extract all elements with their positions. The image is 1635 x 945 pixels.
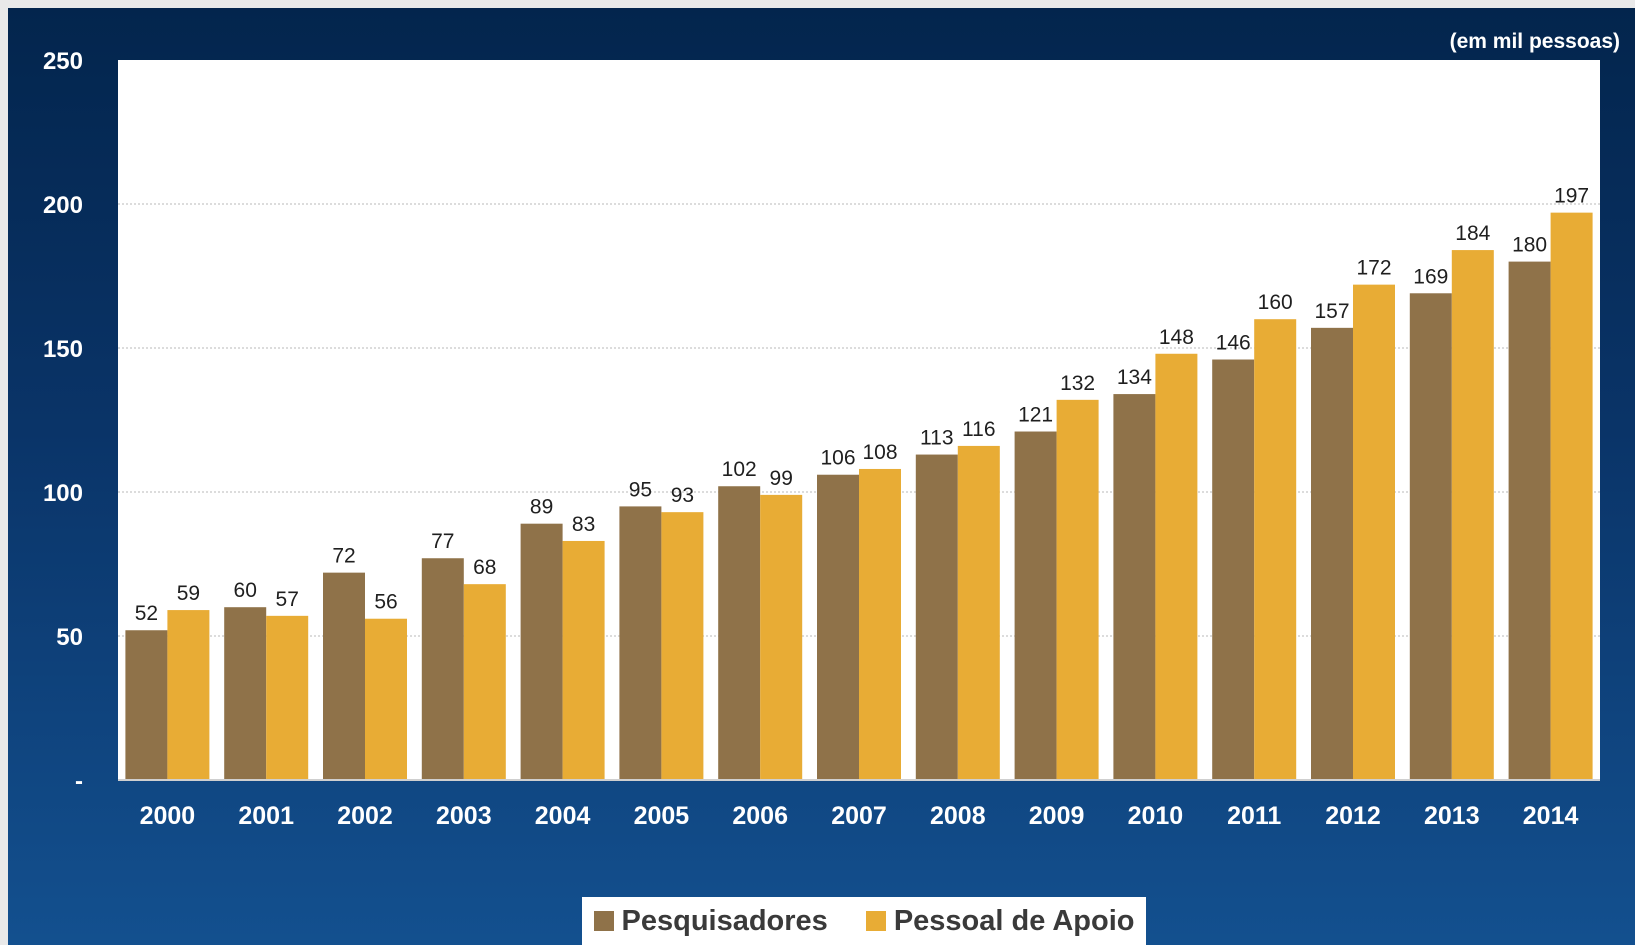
bar-pessoal-de-apoio-2008 (957, 445, 1000, 780)
x-tick-label-2003: 2003 (436, 802, 492, 830)
data-label-pesquisadores-2012: 157 (1314, 300, 1349, 323)
data-label-pesquisadores-2001: 60 (234, 579, 257, 602)
bar-pesquisadores-2011 (1212, 359, 1255, 780)
bar-pessoal-de-apoio-2012 (1353, 284, 1395, 780)
bar-pessoal-de-apoio-2001 (266, 615, 309, 780)
bar-pessoal-de-apoio-2007 (859, 468, 901, 780)
data-label-pessoal-de-apoio-2003: 68 (473, 556, 496, 579)
data-label-pessoal-de-apoio-2014: 197 (1554, 185, 1589, 208)
x-tick-label-2014: 2014 (1523, 802, 1579, 830)
x-axis-ticks: 2000 2001 2002 2003 2004 2005 2006 2007 2008 2009… (140, 802, 1579, 830)
data-label-pesquisadores-2009: 121 (1018, 404, 1053, 427)
chart-frame: - 50 100 150 200 250 52 59 60 57 72 56 77 68 89 83 95 93… (8, 8, 1635, 945)
y-tick-label-0: - (75, 768, 83, 795)
bar-chart: - 50 100 150 200 250 52 59 60 57 72 56 77 68 89 83 95 93… (43, 30, 1620, 830)
y-tick-label-100: 100 (43, 480, 83, 507)
y-tick-label-200: 200 (43, 192, 83, 219)
legend-item-pessoal-de-apoio: Pessoal de Apoio (865, 904, 1135, 938)
bar-pesquisadores-2004 (520, 523, 563, 780)
x-tick-label-2004: 2004 (535, 802, 591, 830)
data-label-pesquisadores-2007: 106 (820, 447, 855, 470)
data-label-pesquisadores-2013: 169 (1413, 265, 1448, 288)
bar-pesquisadores-2006 (718, 486, 761, 780)
legend: Pesquisadores Pessoal de Apoio (582, 897, 1146, 945)
data-labels: 52 59 60 57 72 56 77 68 89 83 95 93 102 99 106 108 113 11… (135, 185, 1589, 626)
data-label-pesquisadores-2002: 72 (332, 545, 355, 568)
legend-label-pesquisadores: Pesquisadores (621, 904, 828, 937)
bar-pessoal-de-apoio-2000 (167, 610, 210, 780)
data-label-pesquisadores-2004: 89 (530, 496, 553, 519)
bar-pesquisadores-2010 (1113, 394, 1156, 780)
bar-pesquisadores-2003 (421, 558, 464, 780)
bar-pesquisadores-2014 (1508, 261, 1551, 781)
data-label-pesquisadores-2014: 180 (1512, 234, 1547, 257)
y-tick-label-250: 250 (43, 48, 83, 75)
x-tick-label-2000: 2000 (140, 802, 196, 830)
bar-pessoal-de-apoio-2014 (1550, 212, 1593, 780)
bar-pessoal-de-apoio-2009 (1056, 399, 1099, 780)
data-label-pesquisadores-2011: 146 (1216, 332, 1251, 355)
legend-swatch-pessoal-de-apoio (865, 911, 886, 931)
data-label-pessoal-de-apoio-2000: 59 (177, 582, 200, 605)
data-label-pessoal-de-apoio-2002: 56 (374, 591, 397, 614)
data-label-pesquisadores-2008: 113 (920, 427, 953, 450)
bar-pessoal-de-apoio-2002 (365, 618, 407, 780)
bar-pesquisadores-2001 (224, 607, 267, 780)
bar-pesquisadores-2009 (1014, 431, 1057, 780)
x-tick-label-2007: 2007 (831, 802, 887, 830)
x-tick-label-2013: 2013 (1424, 802, 1480, 830)
data-label-pesquisadores-2000: 52 (135, 602, 158, 625)
x-tick-label-2005: 2005 (634, 802, 690, 830)
x-tick-label-2001: 2001 (238, 802, 294, 830)
bar-pesquisadores-2000 (125, 630, 168, 780)
bar-pesquisadores-2008 (915, 454, 958, 780)
x-tick-label-2008: 2008 (930, 802, 986, 830)
data-label-pessoal-de-apoio-2008: 116 (962, 418, 995, 441)
bar-pesquisadores-2007 (817, 474, 859, 780)
bar-pessoal-de-apoio-2004 (562, 540, 605, 780)
legend-item-pesquisadores: Pesquisadores (593, 904, 828, 938)
bar-pesquisadores-2013 (1409, 293, 1452, 780)
bar-pesquisadores-2012 (1311, 327, 1353, 780)
unit-note: (em mil pessoas) (1450, 30, 1620, 53)
x-tick-label-2011: 2011 (1227, 802, 1281, 830)
legend-label-pessoal-de-apoio: Pessoal de Apoio (893, 904, 1135, 937)
y-tick-label-150: 150 (43, 336, 83, 363)
x-tick-label-2006: 2006 (732, 802, 788, 830)
data-label-pesquisadores-2006: 102 (722, 458, 757, 481)
bars (125, 212, 1593, 781)
bar-pesquisadores-2005 (619, 506, 662, 780)
data-label-pessoal-de-apoio-2010: 148 (1159, 326, 1194, 349)
bar-pessoal-de-apoio-2005 (661, 512, 704, 780)
data-label-pessoal-de-apoio-2007: 108 (862, 441, 897, 464)
x-tick-label-2002: 2002 (337, 802, 393, 830)
legend-swatch-pesquisadores (593, 911, 614, 931)
data-label-pessoal-de-apoio-2005: 93 (671, 484, 694, 507)
data-label-pessoal-de-apoio-2004: 83 (572, 513, 595, 536)
bar-pessoal-de-apoio-2011 (1254, 319, 1297, 780)
bar-pessoal-de-apoio-2006 (760, 494, 803, 780)
data-label-pessoal-de-apoio-2012: 172 (1356, 257, 1391, 280)
bar-pessoal-de-apoio-2013 (1451, 250, 1494, 780)
data-label-pesquisadores-2005: 95 (629, 478, 652, 501)
bar-pessoal-de-apoio-2010 (1155, 353, 1198, 780)
data-label-pessoal-de-apoio-2006: 99 (770, 467, 793, 490)
data-label-pessoal-de-apoio-2001: 57 (276, 588, 299, 611)
y-axis-ticks: - 50 100 150 200 250 (43, 48, 83, 795)
bar-pesquisadores-2002 (323, 572, 365, 780)
data-label-pesquisadores-2010: 134 (1117, 366, 1152, 389)
data-label-pesquisadores-2003: 77 (431, 530, 454, 553)
data-label-pessoal-de-apoio-2011: 160 (1258, 291, 1293, 314)
data-label-pessoal-de-apoio-2009: 132 (1060, 372, 1095, 395)
x-tick-label-2010: 2010 (1128, 802, 1184, 830)
x-tick-label-2009: 2009 (1029, 802, 1085, 830)
x-tick-label-2012: 2012 (1325, 802, 1381, 830)
y-tick-label-50: 50 (56, 624, 83, 651)
bar-pessoal-de-apoio-2003 (463, 584, 506, 780)
data-label-pessoal-de-apoio-2013: 184 (1455, 222, 1490, 245)
